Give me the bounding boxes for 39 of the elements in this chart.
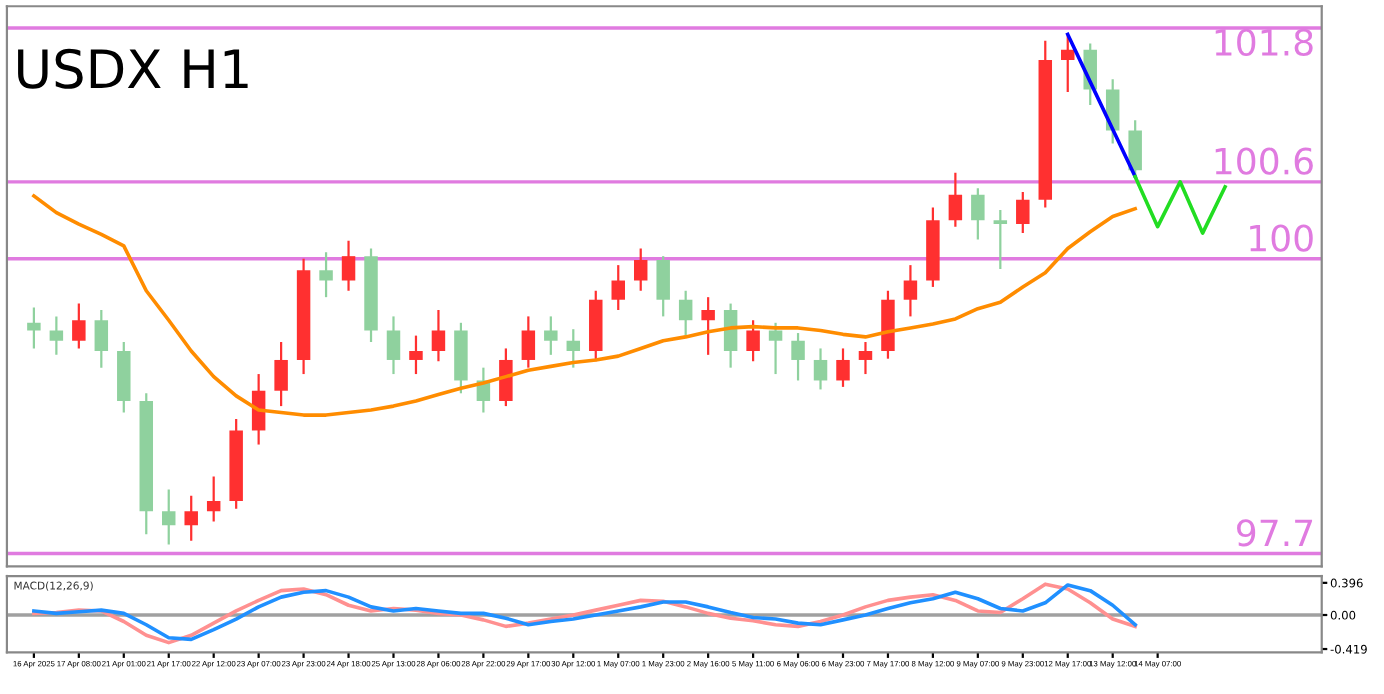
candlestick (94, 308, 109, 369)
candlestick (701, 296, 715, 356)
ref-line-label: 100.6 (1215, 147, 1313, 175)
candlestick (499, 347, 513, 408)
candlestick (319, 251, 333, 299)
candlestick (993, 208, 1008, 271)
candlestick (566, 328, 581, 369)
candlestick (813, 347, 828, 391)
candlestick (633, 247, 648, 292)
candlestick (791, 331, 805, 382)
candlestick (386, 315, 401, 376)
candlestick (768, 321, 783, 376)
candlestick (521, 315, 536, 369)
candlestick (746, 319, 760, 363)
ref-line-label: 97.7 (1237, 519, 1313, 547)
candlestick (27, 306, 41, 350)
candlestick (836, 347, 850, 388)
candlestick (341, 239, 356, 292)
text: USDX H1 (18, 48, 248, 89)
candlestick (678, 289, 693, 337)
candlestick (162, 488, 176, 546)
ref-line-label: 100 (1250, 224, 1313, 252)
candlestick (1016, 190, 1030, 235)
candlestick (544, 315, 558, 356)
candlestick (409, 334, 423, 376)
candlestick (948, 171, 963, 228)
candlestick (184, 494, 198, 542)
candlestick (72, 302, 86, 350)
candlestick (656, 255, 670, 318)
candlestick (274, 340, 288, 408)
candlestick (971, 187, 985, 241)
candlestick (206, 475, 221, 523)
candlestick (1061, 33, 1075, 94)
candlestick (858, 340, 873, 376)
ref-line-label: 101.8 (1215, 28, 1313, 56)
candlestick (431, 308, 446, 363)
candlestick (903, 264, 918, 318)
candlestick (49, 315, 64, 356)
candlestick (611, 264, 625, 312)
